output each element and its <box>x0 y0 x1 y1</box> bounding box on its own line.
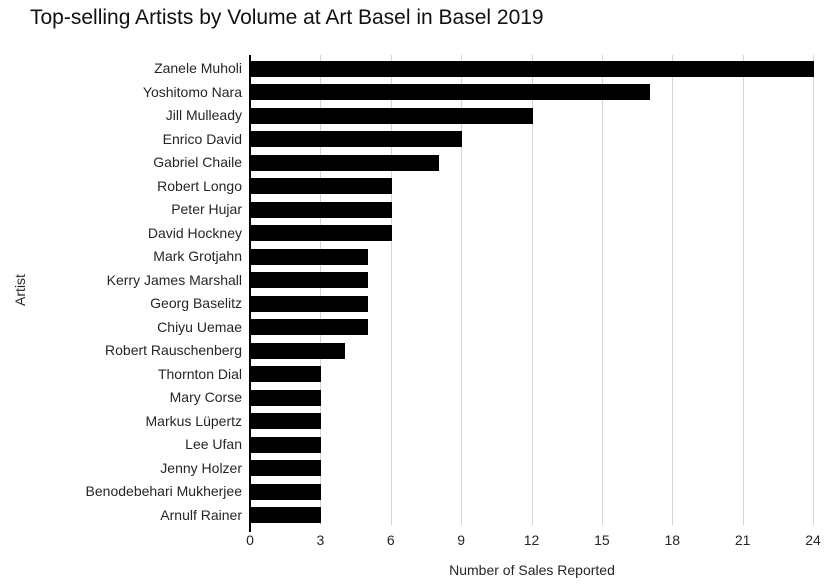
gridline-9 <box>461 55 463 525</box>
y-category-label: Enrico David <box>162 130 242 147</box>
y-category-label: Jill Mulleady <box>165 107 242 123</box>
bar <box>251 225 392 242</box>
x-tick-label-0: 0 <box>246 532 254 548</box>
y-category-label: Gabriel Chaile <box>153 154 242 170</box>
x-tick-label-24: 24 <box>805 532 821 548</box>
y-category-label: Chiyu Uemae <box>157 318 242 335</box>
y-category-label: Peter Hujar <box>171 201 242 217</box>
bar <box>251 60 814 77</box>
x-tick-label-6: 6 <box>386 532 395 548</box>
plot-area <box>249 55 814 532</box>
gridline-6 <box>390 55 392 525</box>
bar <box>251 319 369 336</box>
bar <box>251 436 322 453</box>
y-category-label: Arnulf Rainer <box>160 506 242 523</box>
x-tick-label-12: 12 <box>523 532 540 548</box>
y-category-label: Mark Grotjahn <box>153 248 242 264</box>
x-tick-label-9: 9 <box>457 532 466 548</box>
bar <box>251 272 369 289</box>
y-category-label: Georg Baselitz <box>150 295 242 311</box>
bar <box>251 507 322 524</box>
gridline-21 <box>742 55 744 525</box>
y-category-label: Kerry James Marshall <box>106 271 242 288</box>
x-tick-label-21: 21 <box>734 532 751 548</box>
bar <box>251 154 439 171</box>
bar <box>251 84 650 101</box>
bar <box>251 248 369 265</box>
y-category-label: Robert Longo <box>157 177 242 194</box>
y-category-label: Thornton Dial <box>157 365 242 382</box>
bar <box>251 413 322 430</box>
bar <box>251 295 369 312</box>
y-category-label: David Hockney <box>147 224 242 241</box>
bar <box>251 131 463 148</box>
y-category-label: Lee Ufan <box>185 436 242 452</box>
chart-title: Top-selling Artists by Volume at Art Bas… <box>30 6 544 29</box>
bar <box>251 201 392 218</box>
bar <box>251 483 322 500</box>
bar <box>251 342 345 359</box>
bar <box>251 366 322 383</box>
x-tick-label-3: 3 <box>316 532 325 548</box>
y-category-label: Benodebehari Mukherjee <box>85 483 242 499</box>
gridline-15 <box>601 55 603 525</box>
x-axis-title: Number of Sales Reported <box>449 562 615 578</box>
y-axis-labels: Zanele Muholi Yoshitomo Nara Jill Mulleady… <box>0 55 242 525</box>
gridline-12 <box>531 55 533 525</box>
y-category-label: Mary Corse <box>169 389 242 405</box>
x-tick-label-15: 15 <box>594 532 610 548</box>
y-category-label: Jenny Holzer <box>160 459 242 476</box>
bar <box>251 389 322 406</box>
gridline-24 <box>813 55 814 525</box>
y-category-label: Markus Lüpertz <box>145 412 242 429</box>
y-axis-line <box>249 55 251 532</box>
bar <box>251 107 533 124</box>
y-category-label: Yoshitomo Nara <box>142 83 242 100</box>
bar <box>251 460 322 477</box>
y-category-label: Robert Rauschenberg <box>105 342 242 358</box>
y-category-label: Zanele Muholi <box>154 60 242 76</box>
gridline-3 <box>320 55 322 525</box>
gridline-18 <box>672 55 674 525</box>
x-tick-label-18: 18 <box>664 532 681 548</box>
bar <box>251 178 392 195</box>
